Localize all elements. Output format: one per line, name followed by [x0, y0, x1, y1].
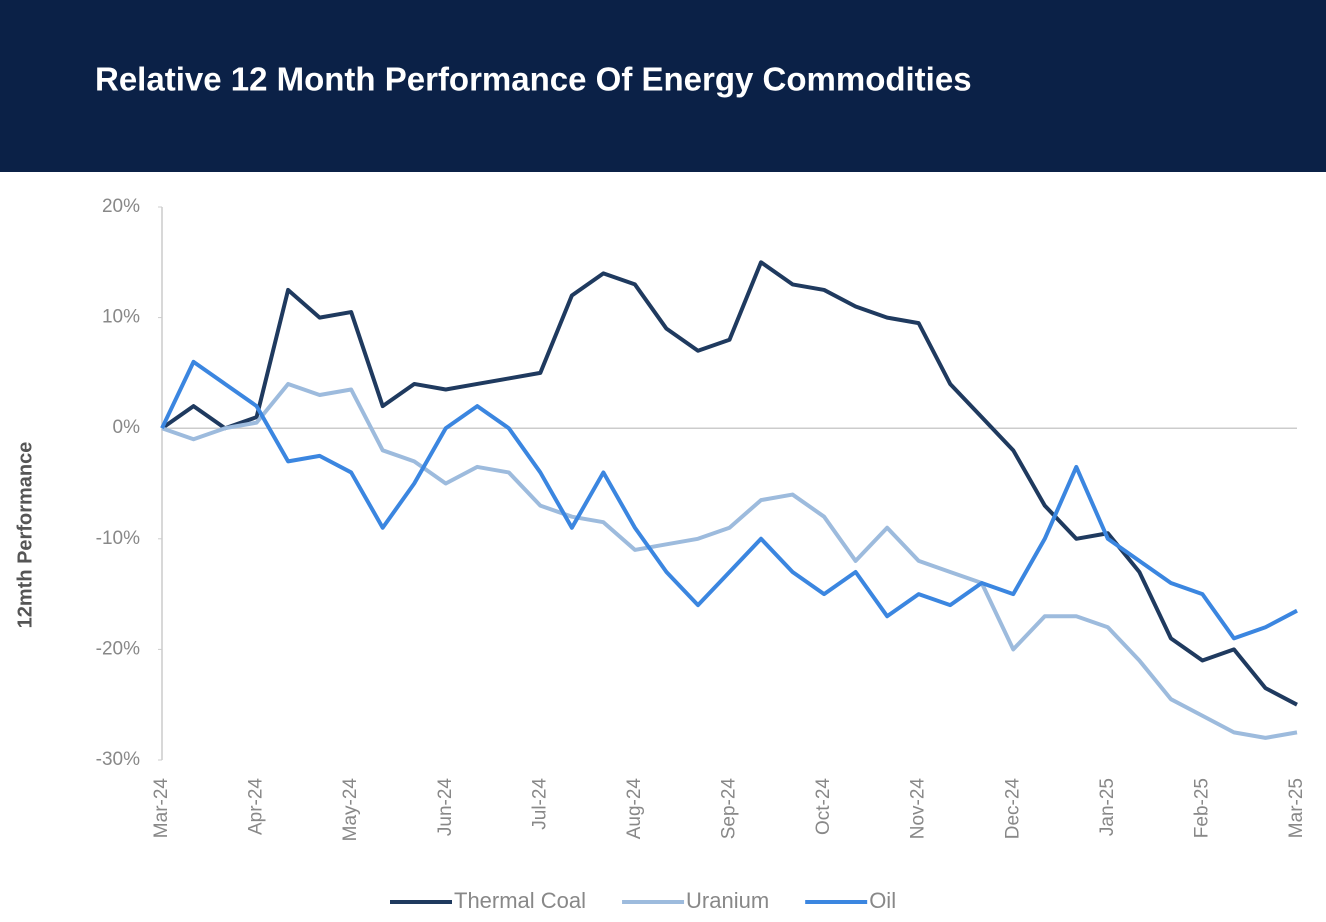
y-tick-label: 10%: [102, 307, 140, 328]
y-tick-label: -20%: [96, 638, 140, 659]
y-tick-label: -10%: [96, 528, 140, 549]
x-tick-label: Jul-24: [529, 778, 550, 830]
x-tick-label: Nov-24: [908, 778, 929, 840]
x-tick-label: Apr-24: [246, 778, 267, 835]
x-tick-label: Aug-24: [624, 778, 645, 840]
chart-title: Relative 12 Month Performance Of Energy …: [95, 61, 972, 98]
series-line: [160, 359, 1298, 641]
legend-label: Uranium: [686, 888, 769, 913]
x-tick-label: Feb-25: [1191, 778, 1212, 838]
x-tick-label: Oct-24: [813, 778, 834, 835]
x-tick-label: Mar-24: [151, 778, 172, 839]
legend-label: Thermal Coal: [454, 888, 586, 913]
y-tick-label: -30%: [96, 749, 140, 770]
legend-label: Oil: [869, 888, 896, 913]
header: [0, 0, 1326, 172]
series-line: [161, 381, 1298, 740]
x-tick-label: Sep-24: [719, 778, 740, 840]
series-line: [160, 260, 1298, 707]
x-tick-label: Jan-25: [1097, 778, 1118, 836]
x-tick-label: Dec-24: [1002, 778, 1023, 840]
x-tick-label: May-24: [340, 778, 361, 842]
x-tick-label: Jun-24: [435, 778, 456, 837]
y-tick-label: 20%: [102, 196, 140, 217]
y-tick-label: 0%: [113, 417, 141, 438]
x-tick-label: Mar-25: [1286, 778, 1307, 838]
y-axis-label: 12mth Performance: [14, 442, 36, 629]
